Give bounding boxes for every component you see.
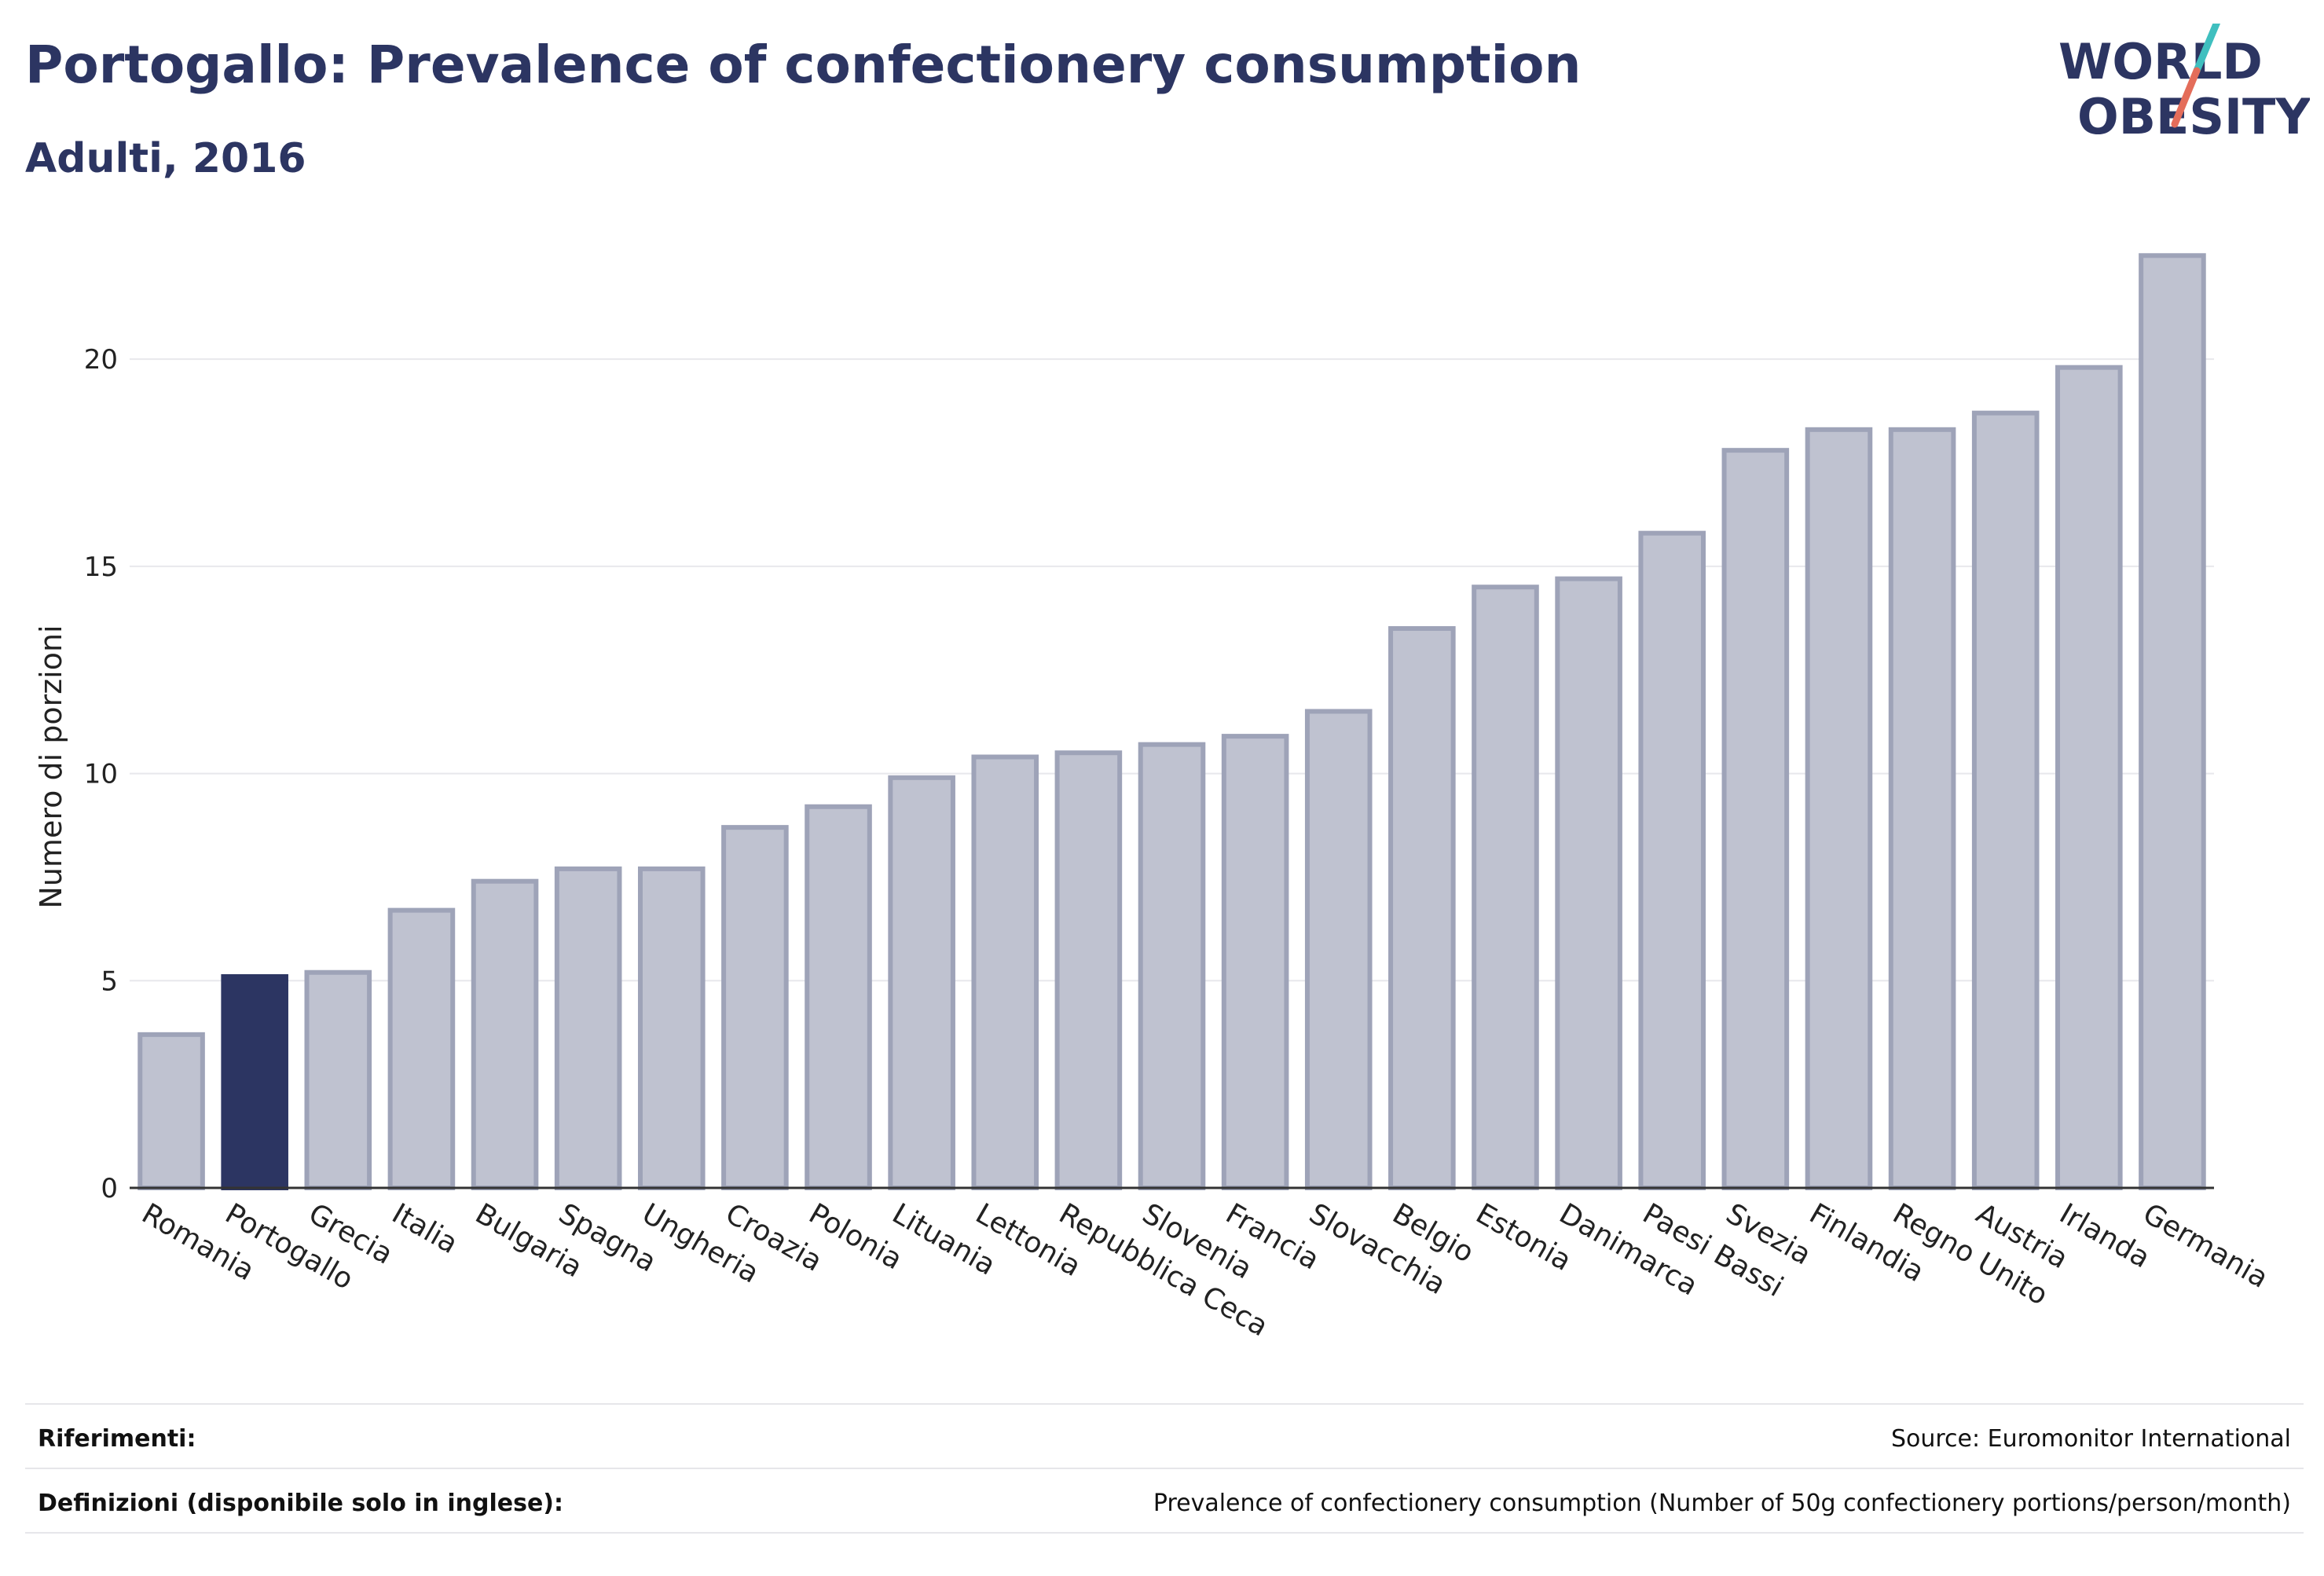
world-obesity-logo: WORLD OBESITY: [2058, 24, 2310, 145]
bar: [721, 825, 789, 1190]
logo-line1: WORLD: [2058, 33, 2263, 90]
bar: [1721, 448, 1790, 1190]
bar: [554, 866, 622, 1190]
chart-subtitle: Adulti, 2016: [25, 135, 306, 182]
bar: [1388, 625, 1456, 1190]
footer-divider: [25, 1532, 2304, 1534]
bar: [387, 907, 456, 1191]
logo-line2: OBESITY: [2077, 88, 2310, 145]
footer-references-row: Riferimenti: Source: Euromonitor Interna…: [25, 1403, 2304, 1469]
bar: [1221, 734, 1289, 1190]
bar: [1555, 576, 1622, 1190]
bar: [2055, 365, 2123, 1191]
bar: [1971, 410, 2040, 1190]
bar: [1472, 585, 1539, 1190]
bar: [1054, 750, 1123, 1190]
bar: [304, 969, 372, 1190]
x-tick-label: Estonia: [1470, 1197, 1576, 1277]
definitions-label: Definizioni (disponibile solo in inglese…: [38, 1490, 563, 1517]
bar: [1805, 427, 1873, 1190]
y-tick-label: 15: [84, 552, 118, 583]
y-axis-label: Numero di porzioni: [34, 625, 68, 908]
y-tick-label: 0: [101, 1173, 118, 1204]
bar: [2139, 253, 2206, 1191]
definitions-value: Prevalence of confectionery consumption …: [1153, 1490, 2291, 1517]
y-tick-label: 20: [84, 344, 118, 376]
bar: [471, 878, 539, 1190]
chart-title: Portogallo: Prevalence of confectionery …: [25, 35, 1582, 95]
bar: [1138, 742, 1206, 1190]
x-tick-label: Germania: [2137, 1197, 2273, 1295]
logo-slash-coral: [2171, 67, 2201, 128]
footer-definitions-row: Definizioni (disponibile solo in inglese…: [25, 1468, 2304, 1534]
y-tick-label: 5: [101, 966, 118, 997]
bar: [971, 754, 1039, 1190]
references-value: Source: Euromonitor International: [1890, 1425, 2291, 1453]
logo-slash-teal: [2193, 24, 2221, 75]
bar: [137, 1032, 205, 1191]
x-tick-label: Irlanda: [2054, 1197, 2155, 1274]
x-tick-label: Italia: [387, 1197, 463, 1260]
bar: [1304, 709, 1373, 1190]
bar: [888, 775, 955, 1190]
bars: [137, 253, 2206, 1191]
bar: [805, 804, 872, 1191]
bar: [1638, 530, 1706, 1190]
references-label: Riferimenti:: [38, 1425, 196, 1453]
y-tick-label: 10: [84, 759, 118, 790]
bar: [221, 974, 288, 1190]
bar: [637, 866, 706, 1190]
bar: [1888, 427, 1956, 1190]
